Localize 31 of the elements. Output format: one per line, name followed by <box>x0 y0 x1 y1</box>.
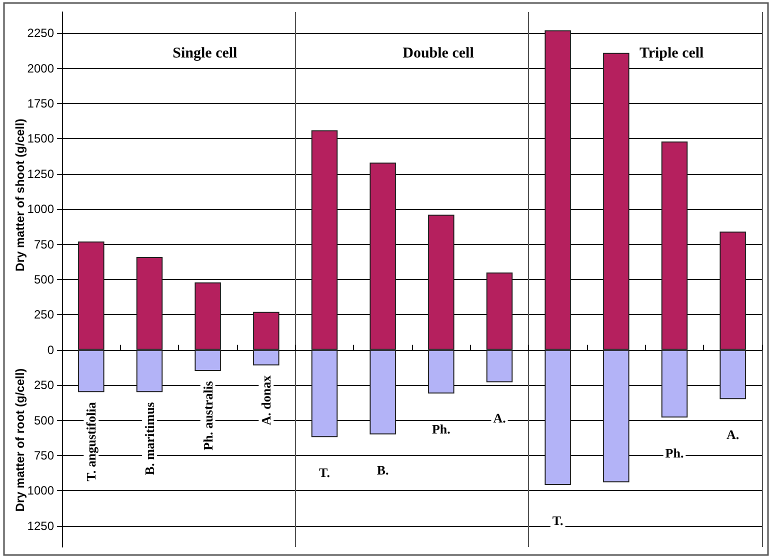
y-tick-label: 1750 <box>27 96 54 111</box>
x-tick-label: B. <box>376 462 389 478</box>
y-tick-label: 750 <box>34 237 54 252</box>
y-tick-label: 2000 <box>27 61 54 76</box>
y-tick-label: 1000 <box>27 484 54 498</box>
x-tick-label: T. <box>319 465 330 480</box>
x-tick-label: T. <box>552 513 564 528</box>
x-tick-label: Ph. <box>665 445 684 460</box>
y-tick-label: 0 <box>47 342 54 357</box>
x-tick-label: A. <box>726 427 740 442</box>
y-tick-label: 1500 <box>27 132 54 146</box>
y-tick-label: 500 <box>34 413 54 428</box>
y-tick-label: 250 <box>34 378 54 392</box>
y-tick-label: 250 <box>34 308 54 322</box>
x-tick-label: Ph. australis <box>200 381 216 450</box>
y-tick-label: 1250 <box>27 518 54 533</box>
y-tick-label: 2250 <box>27 26 54 40</box>
y-axis-title: Dry matter of shoot (g/cell) <box>13 118 27 272</box>
annotation: Triple cell <box>639 46 704 62</box>
x-tick-label: A. donax <box>258 374 274 426</box>
y-tick-label: 750 <box>34 448 54 462</box>
x-tick-label: T. angustifolia <box>84 402 99 482</box>
text: Dry matter of root (g/cell) <box>13 368 27 512</box>
y-tick-label: 500 <box>34 272 54 286</box>
y-tick-label: 1000 <box>27 202 54 216</box>
x-tick-label: Ph. <box>432 422 450 437</box>
y-tick-label: 1250 <box>27 166 54 181</box>
x-tick-label: B. maritimus <box>142 402 157 476</box>
x-tick-label: A. <box>493 410 506 426</box>
annotation: Single cell <box>172 46 238 62</box>
annotation: Double cell <box>402 46 474 62</box>
